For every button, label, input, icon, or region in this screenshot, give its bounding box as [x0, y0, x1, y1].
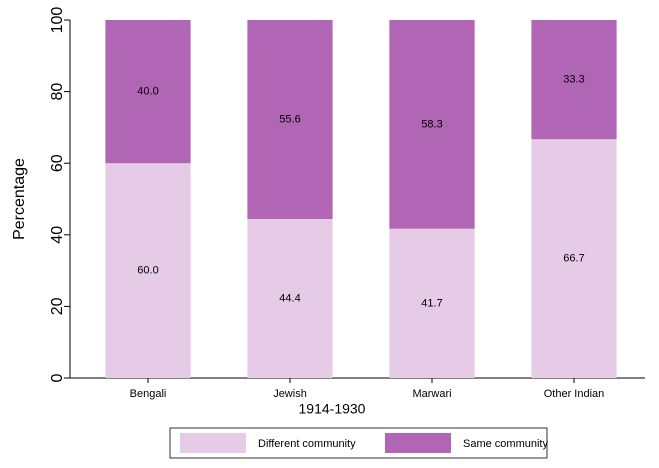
y-tick-label: 40: [49, 226, 66, 244]
data-label: 58.3: [421, 118, 442, 130]
y-tick-label: 20: [49, 297, 66, 315]
data-label: 66.7: [563, 253, 584, 265]
bar-segment: [247, 219, 333, 378]
bar-segment: [247, 20, 333, 220]
data-label: 44.4: [279, 292, 300, 304]
bar-segment: [389, 20, 475, 229]
legend-swatch: [385, 433, 451, 453]
bar-segment: [105, 163, 191, 378]
legend-label: Different community: [258, 438, 356, 450]
data-label: 55.6: [279, 113, 300, 125]
y-tick-label: 0: [49, 373, 66, 382]
data-label: 40.0: [137, 86, 158, 98]
data-label: 33.3: [563, 74, 584, 86]
y-tick-label: 60: [49, 154, 66, 172]
legend-swatch: [180, 433, 246, 453]
bar-segment: [389, 228, 475, 378]
x-axis-label: 1914-1930: [299, 401, 366, 417]
y-axis-label: Percentage: [11, 158, 28, 240]
y-tick-label: 100: [49, 7, 66, 34]
data-label: 41.7: [421, 297, 442, 309]
x-tick-label: Other Indian: [544, 388, 605, 400]
x-tick-label: Marwari: [412, 388, 451, 400]
y-tick-label: 80: [49, 83, 66, 101]
bar-segment: [531, 139, 617, 378]
bar-segment: [531, 20, 617, 140]
x-tick-label: Bengali: [130, 388, 167, 400]
bar-segment: [105, 20, 191, 164]
legend-label: Same community: [463, 438, 548, 450]
x-tick-label: Jewish: [273, 388, 307, 400]
data-label: 60.0: [137, 265, 158, 277]
